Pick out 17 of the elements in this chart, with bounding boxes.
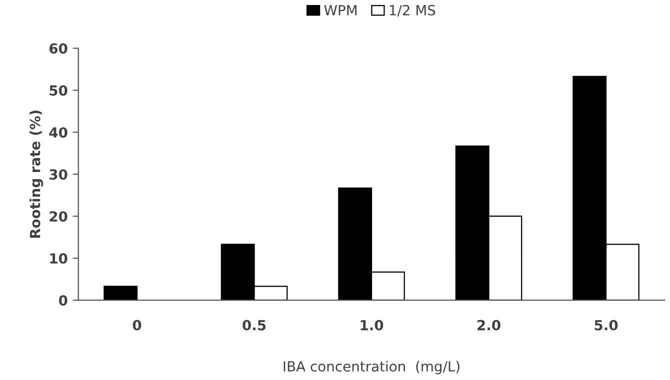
y-tick-label: 10 [50,253,68,264]
x-tick-label: 1.0 [360,320,384,330]
x-tick-label: 2.0 [478,320,500,330]
y-axis-title: Rooting rate (%) [30,110,44,238]
legend-label: WPM [324,5,356,16]
x-tick-label: 0.5 [242,320,266,330]
bar [104,286,138,300]
y-tick-label: 50 [50,85,68,96]
y-tick-label: 20 [50,211,68,222]
legend-label: 1/2 MS [390,4,436,17]
x-tick-label: 5.0 [594,320,618,330]
y-tick-label: 60 [50,43,68,54]
y-tick-label: 40 [49,127,68,138]
y-tick-label: 30 [50,169,68,180]
x-axis-title: IBA concentration (mg/L) [284,360,460,374]
y-tick-label: 0 [58,295,68,306]
x-tick-label: 0 [132,320,142,330]
